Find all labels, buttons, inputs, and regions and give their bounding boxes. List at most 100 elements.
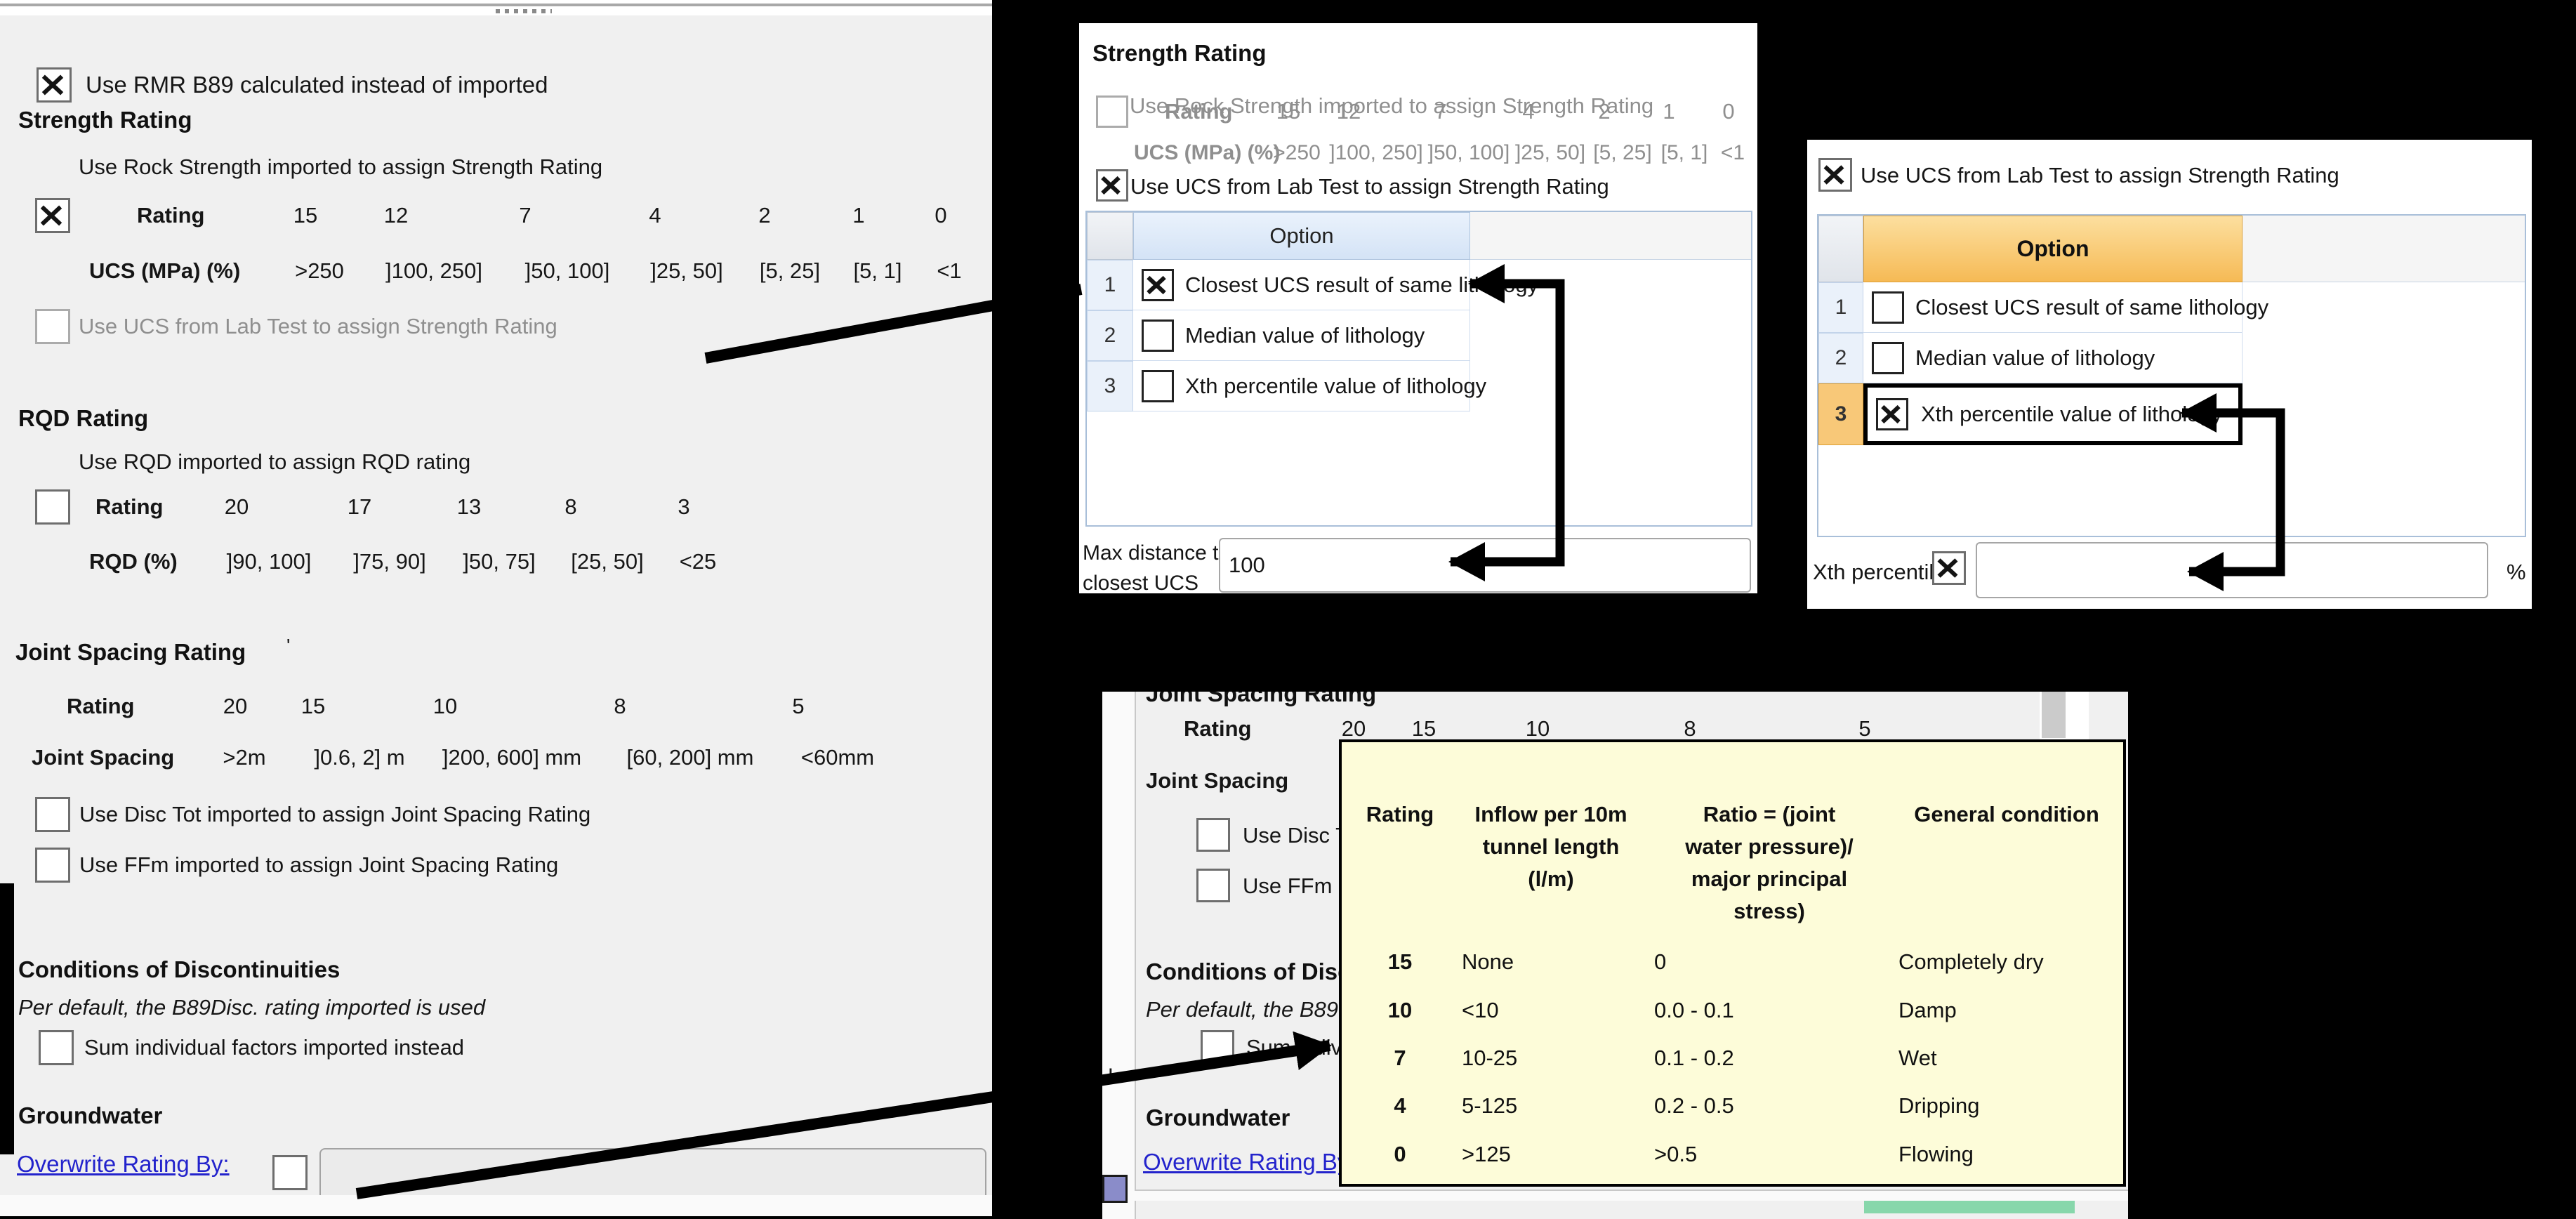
strength-rating-value: 12 — [383, 203, 409, 228]
ucs-option-popup: Use UCS from Lab Test to assign Strength… — [1807, 140, 2532, 609]
tooltip-header-ratio: Ratio = (joint — [1703, 802, 1836, 826]
option-column-header[interactable]: Option — [1133, 212, 1470, 260]
splitter-grip-icon[interactable] — [496, 9, 552, 13]
ucs-range: ]100, 250] — [385, 258, 482, 283]
option-row2-checkbox[interactable] — [1142, 319, 1174, 352]
bottom-scrollbar-thumb[interactable] — [1864, 1201, 2075, 1213]
tooltip-inflow: >125 — [1462, 1142, 1511, 1166]
use-ffm-checkbox[interactable] — [35, 848, 70, 883]
overwrite-rating-checkbox[interactable] — [272, 1155, 308, 1190]
left-scrollbar-track[interactable] — [1102, 692, 1136, 1219]
scrolled-sum-checkbox[interactable] — [1201, 1030, 1234, 1064]
use-ffm-label: Use FFm imported to assign Joint Spacing… — [79, 852, 559, 877]
tooltip-condition: Completely dry — [1898, 949, 2044, 974]
option-row[interactable] — [1863, 333, 2243, 383]
rqd-rating-checkbox[interactable] — [35, 489, 70, 525]
popup-lab-test-label: Use UCS from Lab Test to assign Strength… — [1130, 174, 1609, 199]
sum-factors-label: Sum individual factors imported instead — [84, 1035, 465, 1060]
joint-rating-value: 10 — [432, 694, 458, 718]
right-lab-test-checkbox[interactable] — [1818, 158, 1852, 192]
conditions-title: Conditions of Discontinuities — [18, 956, 341, 982]
max-distance-input[interactable] — [1219, 538, 1751, 593]
option-row-selected[interactable] — [1863, 383, 2243, 445]
option-row-number[interactable]: 1 — [1818, 282, 1863, 333]
popup-rating-value: 2 — [1598, 99, 1611, 124]
right-row3-checkbox[interactable] — [1876, 398, 1908, 430]
sum-factors-checkbox[interactable] — [39, 1030, 74, 1065]
tooltip-header-ratio: water pressure)/ — [1685, 834, 1854, 859]
popup-rock-strength-checkbox[interactable] — [1096, 95, 1128, 128]
tooltip-header-ratio: stress) — [1733, 899, 1805, 923]
use-lab-test-label: Use UCS from Lab Test to assign Strength… — [79, 314, 557, 338]
joint-spacing-title: Joint Spacing Rating — [15, 639, 246, 665]
option-row-number[interactable]: 1 — [1087, 260, 1133, 310]
scrolled-overwrite-link[interactable]: Overwrite Rating By: — [1143, 1149, 1356, 1175]
option-row-number-selected[interactable]: 3 — [1818, 383, 1863, 445]
right-option-table: Option 1 Closest UCS result of same lith… — [1817, 214, 2526, 537]
use-lab-test-checkbox[interactable] — [35, 309, 70, 344]
right-option-column-header[interactable]: Option — [1863, 216, 2243, 282]
option-row[interactable] — [1863, 282, 2243, 333]
strength-rating-checkbox[interactable] — [35, 198, 70, 233]
tooltip-header-rating: Rating — [1366, 802, 1434, 826]
tooltip-rating: 7 — [1394, 1046, 1406, 1070]
bottom-scrollbar-track[interactable] — [1135, 1190, 2128, 1201]
xth-percentile-label: Xth percentile — [1813, 560, 1946, 584]
option-row-number[interactable]: 2 — [1087, 310, 1133, 361]
option-row[interactable] — [1133, 361, 1470, 411]
popup-ucs-range: ]100, 250] — [1329, 141, 1423, 164]
rqd-range-label: RQD (%) — [89, 549, 178, 574]
tooltip-header-condition: General condition — [1914, 802, 2099, 826]
option-row-number[interactable]: 3 — [1087, 361, 1133, 411]
popup-strength-title: Strength Rating — [1092, 40, 1267, 66]
use-disc-tot-checkbox[interactable] — [35, 797, 70, 832]
row-number-label: 1 — [1104, 273, 1116, 296]
rqd-range: [25, 50] — [571, 549, 644, 574]
option-table-corner — [1087, 212, 1133, 260]
scrolled-joint-title: Joint Spacing Rating — [1146, 692, 1377, 706]
xth-percentile-input[interactable] — [1976, 542, 2488, 598]
scrolled-disc-checkbox[interactable] — [1196, 818, 1230, 852]
panel-bottom-strip — [0, 1195, 992, 1216]
tooltip-inflow: 10-25 — [1462, 1046, 1518, 1070]
left-scrollbar-thumb[interactable] — [1102, 1175, 1128, 1203]
strength-rating-value: 15 — [293, 203, 318, 228]
rqd-rating-value: 8 — [564, 494, 577, 519]
strength-rating-value: 2 — [758, 203, 771, 228]
ucs-range: ]50, 100] — [524, 258, 610, 283]
use-rmr-checkbox[interactable] — [37, 67, 72, 103]
scrolled-rating-value: 8 — [1684, 716, 1696, 741]
overwrite-rating-link[interactable]: Overwrite Rating By: — [17, 1151, 230, 1177]
strength-rating-value: 4 — [649, 203, 661, 228]
right-option-table-corner — [1818, 216, 1863, 282]
option-row[interactable] — [1133, 310, 1470, 361]
right-row1-checkbox[interactable] — [1872, 291, 1904, 324]
popup-rating-value: 4 — [1522, 99, 1535, 124]
popup-ucs-range: ]25, 50] — [1514, 141, 1586, 164]
scrolled-ffm-checkbox[interactable] — [1196, 869, 1230, 902]
popup-rating-value: 12 — [1336, 99, 1361, 124]
tooltip-ratio: 0.1 - 0.2 — [1654, 1046, 1734, 1070]
strength-rating-desc: Use Rock Strength imported to assign Str… — [79, 154, 603, 179]
tooltip-inflow: 5-125 — [1462, 1093, 1518, 1118]
strength-rating-row-label: Rating — [137, 203, 205, 228]
popup-lab-test-checkbox[interactable] — [1096, 169, 1128, 202]
tooltip-ratio: 0.2 - 0.5 — [1654, 1093, 1734, 1118]
rqd-range: ]50, 75] — [463, 549, 536, 574]
option-row[interactable] — [1133, 260, 1470, 310]
option-row1-checkbox[interactable] — [1142, 269, 1174, 301]
joint-spacing-range: <60mm — [800, 745, 875, 770]
joint-rating-row-label: Rating — [67, 694, 135, 718]
option-row1-label: Closest UCS result of same lithology — [1185, 272, 1539, 297]
option-header-label: Option — [2016, 236, 2089, 261]
xth-percentile-checkbox[interactable] — [1932, 551, 1966, 585]
popup-rating-value: 1 — [1663, 99, 1675, 124]
right-row2-checkbox[interactable] — [1872, 342, 1904, 374]
tooltip-condition: Wet — [1898, 1046, 1937, 1070]
right-scrollbar-thumb[interactable] — [2042, 692, 2066, 738]
option-row3-checkbox[interactable] — [1142, 370, 1174, 402]
option-row-number[interactable]: 2 — [1818, 333, 1863, 383]
max-distance-label-line1: Max distance to — [1083, 541, 1231, 565]
rqd-rating-value: 13 — [456, 494, 482, 519]
tooltip-condition: Dripping — [1898, 1093, 1980, 1118]
